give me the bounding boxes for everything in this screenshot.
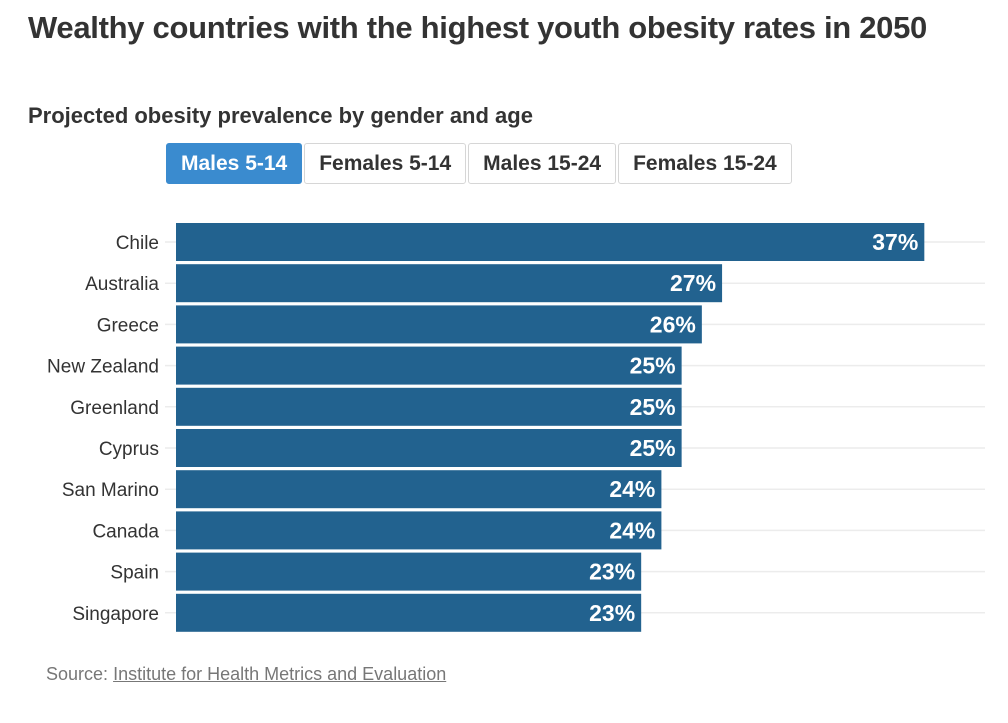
data-label: 24% [609, 517, 655, 543]
bar [176, 305, 702, 344]
tab-females-5-14[interactable]: Females 5-14 [304, 143, 467, 184]
category-label: Canada [92, 521, 159, 542]
chart-subtitle: Projected obesity prevalence by gender a… [28, 103, 533, 128]
data-label: 23% [589, 600, 635, 626]
data-label: 25% [630, 353, 676, 379]
data-label: 25% [630, 435, 676, 461]
bar-chart: Chile 37% Australia 27% Greece 26% New Zealand… [47, 223, 985, 632]
tab-males-5-14[interactable]: Males 5-14 [166, 143, 303, 184]
data-label: 37% [872, 229, 918, 255]
category-label: Cyprus [99, 439, 159, 460]
category-label: New Zealand [47, 357, 159, 378]
data-label: 27% [670, 270, 716, 296]
data-label: 25% [630, 394, 676, 420]
source-prefix: Source: [46, 664, 109, 684]
source-link[interactable]: Institute for Health Metrics and Evaluat… [113, 664, 447, 684]
category-label: Chile [116, 233, 159, 254]
bar [176, 552, 642, 591]
data-label: 26% [650, 311, 696, 337]
category-label: Greece [97, 315, 159, 336]
category-label: San Marino [62, 480, 159, 501]
bar [176, 264, 723, 303]
chart-title: Wealthy countries with the highest youth… [28, 10, 927, 45]
series-tabs: Males 5-14 Females 5-14 Males 15-24 Fema… [166, 143, 792, 184]
category-label: Spain [110, 563, 159, 584]
category-label: Greenland [70, 398, 159, 419]
bar [176, 387, 682, 426]
bar [176, 346, 682, 385]
bar [176, 223, 925, 261]
bar [176, 470, 662, 509]
data-label: 24% [609, 476, 655, 502]
bar [176, 593, 642, 632]
tab-males-15-24[interactable]: Males 15-24 [468, 143, 617, 184]
bar [176, 429, 682, 467]
category-label: Australia [85, 274, 159, 295]
source-note: Source: Institute for Health Metrics and… [46, 664, 446, 685]
tab-females-15-24[interactable]: Females 15-24 [618, 143, 792, 184]
data-label: 23% [589, 559, 635, 585]
bar [176, 511, 662, 550]
category-label: Singapore [72, 604, 159, 625]
